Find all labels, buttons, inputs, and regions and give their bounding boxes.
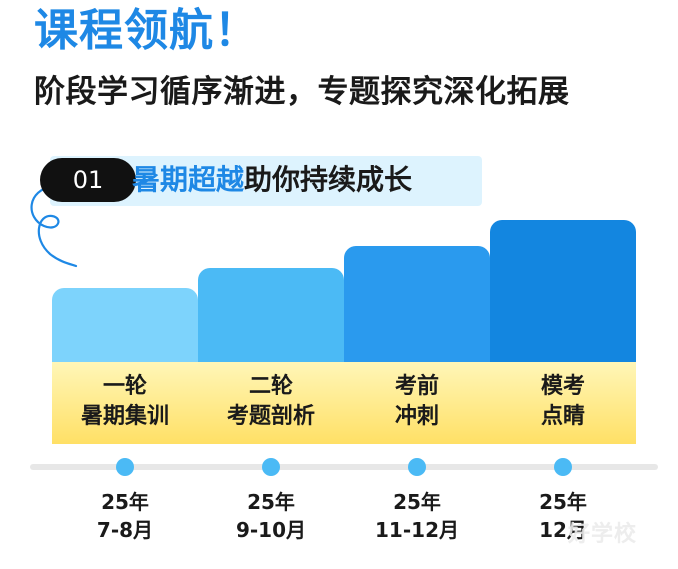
- phase-label-line2: 考题剖析: [226, 404, 315, 429]
- phase-label-4: 模考 点睛: [490, 362, 636, 444]
- phase-bar-3: [344, 246, 490, 362]
- date-period: 7-8月: [96, 518, 154, 542]
- phase-label-line2: 冲刺: [394, 404, 439, 429]
- phase-label-line2: 点睛: [540, 404, 585, 429]
- timeline-date-2: 25年 9-10月: [211, 488, 331, 544]
- date-year: 25年: [101, 490, 149, 514]
- phase-label-3: 考前 冲刺: [344, 362, 490, 444]
- phase-bar-1: [52, 288, 198, 362]
- date-period: 12月: [539, 518, 587, 542]
- stage-title-rest: 助你持续成长: [244, 163, 413, 196]
- phase-label-line1: 考前: [394, 374, 439, 399]
- timeline-date-3: 25年 11-12月: [357, 488, 477, 544]
- timeline-dot-1: [116, 458, 134, 476]
- date-year: 25年: [247, 490, 295, 514]
- phase-label-line2: 暑期集训: [80, 404, 169, 429]
- phase-label-line1: 一轮: [102, 374, 147, 399]
- phase-label-line1: 模考: [540, 374, 585, 399]
- phase-bars: 一轮 暑期集训 二轮 考题剖析 考前 冲刺 模考 点睛: [52, 0, 636, 569]
- timeline-dot-2: [262, 458, 280, 476]
- timeline-track: [30, 464, 658, 470]
- phase-label-2: 二轮 考题剖析: [198, 362, 344, 444]
- timeline-dot-4: [554, 458, 572, 476]
- timeline-date-1: 25年 7-8月: [65, 488, 185, 544]
- phase-label-line1: 二轮: [248, 374, 293, 399]
- timeline-date-4: 25年 12月: [503, 488, 623, 544]
- stage-number-badge: 01: [40, 158, 136, 202]
- swirl-decoration-icon: [30, 184, 78, 268]
- date-period: 11-12月: [375, 518, 459, 542]
- date-period: 9-10月: [235, 518, 307, 542]
- stage-title: 暑期超越助你持续成长: [132, 161, 412, 199]
- timeline-dot-3: [408, 458, 426, 476]
- phase-bar-4: [490, 220, 636, 362]
- phase-bar-2: [198, 268, 344, 362]
- phase-label-1: 一轮 暑期集训: [52, 362, 198, 444]
- date-year: 25年: [539, 490, 587, 514]
- date-year: 25年: [393, 490, 441, 514]
- stage-title-highlight: 暑期超越: [132, 163, 245, 196]
- watermark-logo: 好学校: [568, 522, 638, 547]
- page-subtitle: 阶段学习循序渐进，专题探究深化拓展: [34, 74, 570, 110]
- page-title: 课程领航！: [34, 5, 259, 56]
- stage-header: 01 暑期超越助你持续成长: [20, 146, 490, 276]
